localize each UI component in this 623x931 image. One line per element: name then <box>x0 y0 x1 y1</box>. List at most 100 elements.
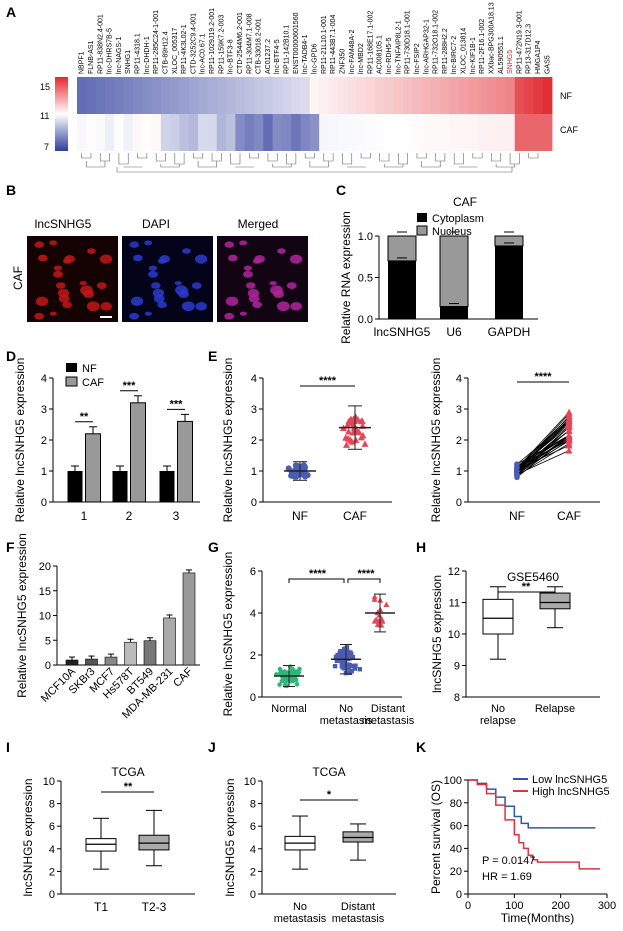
dendrogram-branch <box>435 153 446 162</box>
dendrogram-branch <box>99 153 110 162</box>
y-tick-label: 0 <box>250 692 256 704</box>
heatmap-cell-nf <box>160 77 171 114</box>
data-point-caf <box>565 434 573 442</box>
gene-label: RP11-2F16.1-002 <box>479 19 486 74</box>
bar-caf <box>177 420 193 503</box>
heatmap-cell-caf <box>291 114 301 151</box>
heatmap-cell-nf <box>384 77 395 114</box>
dendrogram-root <box>116 167 513 173</box>
x-tick-label: T1 <box>94 900 108 914</box>
chart-title: CAF <box>453 195 477 209</box>
data-point-no-metastasis <box>335 652 340 658</box>
row-label-caf: CAF <box>11 266 25 290</box>
heatmap-cell-nf <box>440 77 450 114</box>
dendrogram-branch <box>398 153 408 165</box>
gene-label: RP11-4318.1 <box>135 33 142 74</box>
dendrogram-branch <box>230 153 241 165</box>
y-tick-label: 3 <box>251 404 257 416</box>
y-tick-label: 0 <box>49 889 55 901</box>
survival-curve-high <box>468 779 601 870</box>
data-point-no-metastasis <box>340 662 346 667</box>
legend-label-nf: NF <box>82 363 97 375</box>
data-point-no-metastasis <box>347 656 352 661</box>
cell-merged <box>273 290 285 299</box>
heatmap-cell-caf <box>207 114 218 151</box>
bar-nucleus <box>494 235 524 247</box>
cell-glyphs <box>34 240 303 320</box>
bar-nf <box>112 471 128 502</box>
annotation-p-value: P = 0.0147 <box>482 855 535 867</box>
cell-red <box>96 282 107 290</box>
heatmap-cell-nf <box>132 77 143 114</box>
heatmap-cell-nf <box>356 77 367 114</box>
paired-line <box>516 429 570 476</box>
heatmap-cell-caf <box>319 114 329 151</box>
gene-label: AL590551.1 <box>498 36 505 74</box>
heatmap-cell-nf <box>263 77 273 114</box>
gene-label: lnc-FSIP2 <box>414 43 421 74</box>
heatmap-cell-nf <box>365 77 376 114</box>
heatmap-cell-nf <box>449 77 460 114</box>
heatmap-cell-nf <box>486 77 497 114</box>
heatmap-cell-nf <box>151 77 162 114</box>
heatmap-cell-caf <box>160 114 171 151</box>
scale-tick-high: 15 <box>40 82 50 92</box>
heatmap-cell-caf <box>402 114 413 151</box>
scale-tick-low: 7 <box>44 142 49 152</box>
cell-merged <box>245 282 256 289</box>
y-axis-label: Relative lncSNHG5 expression <box>221 552 235 717</box>
cell-blue <box>144 311 152 316</box>
cell-red <box>87 248 96 254</box>
dendrogram-branch <box>160 164 180 168</box>
bar-cell-line <box>143 640 157 666</box>
heatmap-cell-nf <box>216 77 227 114</box>
cell-red <box>55 282 66 289</box>
y-tick-label: 10 <box>43 776 55 788</box>
heatmap-cell-nf <box>524 77 534 114</box>
microscopy-panel: lncSNHG5 DAPI Merged CAF <box>11 217 308 322</box>
data-point-normal <box>290 669 296 674</box>
gene-label: SNHG5 <box>507 50 514 74</box>
dendrogram-branch <box>193 153 204 159</box>
heatmap-cell-nf <box>281 77 292 114</box>
dendrogram-branch <box>509 153 520 165</box>
data-point-normal <box>294 681 300 687</box>
y-tick-label: 0 <box>41 497 47 509</box>
dendrogram-branch <box>118 153 129 165</box>
cell-merged <box>252 258 262 264</box>
heatmap-cell-caf <box>486 114 497 151</box>
x-tick-label: No <box>339 703 353 715</box>
gene-label: RP11-443B7.1-004 <box>330 14 337 74</box>
y-tick-label: 4 <box>251 373 257 385</box>
heatmap-cell-nf <box>114 77 124 114</box>
y-tick-label: 1 <box>251 466 257 478</box>
heatmap-cell-caf <box>421 114 432 151</box>
x-axis-label: Time(Months) <box>501 911 575 925</box>
y-tick-label: 0 <box>456 889 462 901</box>
y-tick-label: 12 <box>448 566 460 578</box>
legend-label-caf: CAF <box>82 377 104 389</box>
cell-blue <box>130 296 144 306</box>
cell-red <box>99 254 113 264</box>
data-point-caf <box>352 425 360 432</box>
significance-mark: ** <box>124 781 133 793</box>
dendrogram-branch <box>453 153 464 165</box>
data-point-nf <box>514 472 520 478</box>
data-point-caf <box>565 417 573 424</box>
y-axis-label: Percent survival (OS) <box>429 780 443 894</box>
cell-red <box>34 312 45 320</box>
gene-label: lnc-FAM48A-2 <box>349 30 356 74</box>
data-point-normal <box>277 682 282 687</box>
y-tick-label: 1 <box>41 466 47 478</box>
gene-label: lnc-TADB4-1 <box>302 34 309 74</box>
heatmap-cell-nf <box>235 77 246 114</box>
data-point-normal <box>282 683 288 689</box>
data-point-caf <box>358 417 366 424</box>
paired-line <box>516 420 570 465</box>
heatmap-cell-nf <box>309 77 320 114</box>
y-tick-label: 80 <box>450 798 462 810</box>
cell-blue <box>195 302 207 311</box>
heatmap-cell-caf <box>300 114 311 151</box>
bar-cell-line <box>163 617 176 666</box>
y-axis-label: lncSNHG5 expression <box>223 778 237 896</box>
